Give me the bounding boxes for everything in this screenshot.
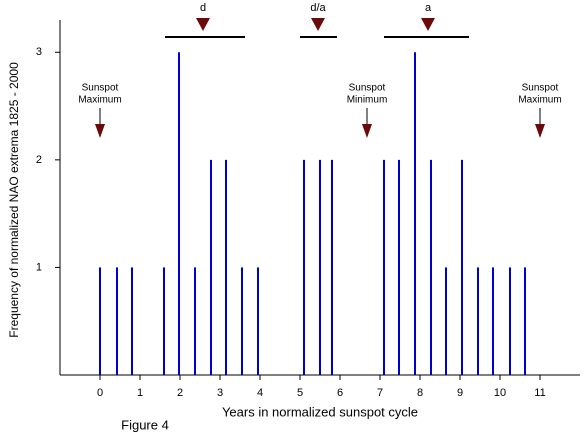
annotation-arrowhead — [535, 124, 545, 138]
x-tick-label: 4 — [257, 387, 263, 399]
x-tick-label: 10 — [494, 387, 506, 399]
annotation-text: Sunspot — [349, 83, 386, 94]
x-tick-label: 9 — [457, 387, 463, 399]
phase-marker — [311, 18, 325, 31]
annotation-text: Minimum — [347, 95, 388, 106]
x-tick-label: 11 — [534, 387, 545, 399]
annotation-text: Sunspot — [522, 83, 559, 94]
phase-label: d — [200, 2, 206, 14]
x-tick-label: 1 — [137, 387, 143, 399]
x-tick-label: 5 — [297, 387, 303, 399]
phase-label: d/a — [310, 2, 326, 14]
phase-marker — [196, 18, 210, 31]
y-tick-label: 1 — [36, 261, 42, 273]
x-tick-label: 7 — [377, 387, 383, 399]
x-tick-label: 2 — [177, 387, 183, 399]
y-tick-label: 3 — [36, 46, 42, 58]
annotation-text: Maximum — [518, 95, 561, 106]
caption: Figure 4 — [121, 417, 169, 432]
x-tick-label: 6 — [337, 387, 343, 399]
x-tick-label: 8 — [417, 387, 423, 399]
y-tick-label: 2 — [36, 154, 42, 166]
x-tick-label: 0 — [97, 387, 103, 399]
annotation-arrowhead — [95, 124, 105, 138]
annotation-arrowhead — [362, 124, 372, 138]
y-axis-label: Frequency of normalized NAO extrema 1825… — [7, 62, 21, 338]
annotation-text: Sunspot — [82, 83, 119, 94]
x-axis-label: Years in normalized sunspot cycle — [222, 404, 418, 419]
phase-label: a — [425, 2, 432, 14]
phase-marker — [421, 18, 435, 31]
annotation-text: Maximum — [78, 95, 121, 106]
x-tick-label: 3 — [217, 387, 223, 399]
